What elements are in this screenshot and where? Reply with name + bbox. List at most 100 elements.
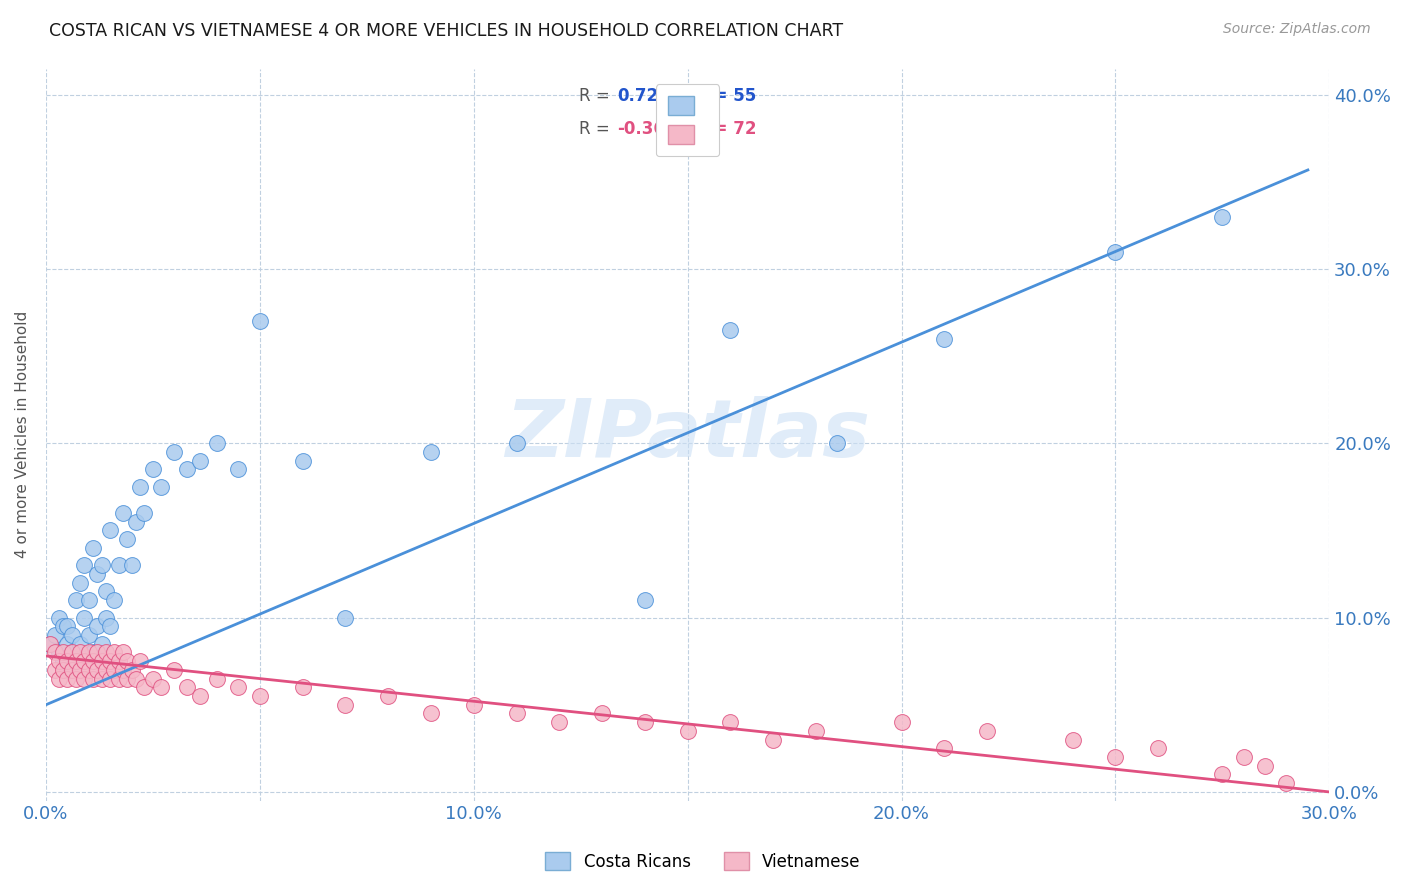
Point (94, 645, 117, 659)
Point (505, 706, 527, 721)
Point (77, 628, 100, 642)
Text: Source: ZipAtlas.com: Source: ZipAtlas.com (1223, 22, 1371, 37)
Point (718, 323, 741, 337)
Point (188, 453, 211, 467)
Point (77, 593, 100, 607)
Point (94, 584, 117, 599)
Point (121, 558, 143, 573)
Point (94, 610, 117, 624)
Point (44, 663, 66, 677)
Point (90, 654, 112, 668)
Point (73, 558, 96, 573)
Point (1147, 741, 1170, 756)
Point (98, 654, 121, 668)
Point (44, 628, 66, 642)
Point (98, 672, 121, 686)
Point (48, 654, 70, 668)
Text: N = 72: N = 72 (695, 120, 756, 137)
Point (107, 558, 129, 573)
Point (1233, 750, 1256, 764)
Point (548, 715, 571, 730)
Point (98, 524, 121, 538)
Point (48, 610, 70, 624)
Text: R =: R = (578, 87, 609, 105)
Point (56, 663, 79, 677)
Point (827, 436, 849, 450)
Point (90, 637, 112, 651)
Point (1104, 244, 1126, 259)
Point (1211, 767, 1233, 781)
Point (335, 698, 357, 712)
Point (82, 654, 104, 668)
Point (111, 663, 134, 677)
Point (60, 645, 83, 659)
Text: R =: R = (578, 120, 609, 137)
Point (205, 436, 228, 450)
Point (134, 681, 156, 695)
Point (634, 715, 657, 730)
Point (86, 619, 108, 633)
Point (1104, 750, 1126, 764)
Point (60, 663, 83, 677)
Point (976, 723, 998, 738)
Text: N = 55: N = 55 (695, 87, 756, 105)
Point (718, 715, 741, 730)
Point (505, 436, 527, 450)
Point (228, 462, 250, 476)
Point (890, 715, 912, 730)
Point (1211, 210, 1233, 224)
Point (804, 723, 827, 738)
Point (188, 689, 211, 703)
Point (90, 558, 112, 573)
Point (82, 672, 104, 686)
Point (60, 628, 83, 642)
Point (60, 645, 83, 659)
Point (249, 314, 271, 328)
Point (111, 506, 134, 520)
Point (86, 663, 108, 677)
Point (52, 663, 75, 677)
Point (52, 645, 75, 659)
Point (56, 654, 79, 668)
Point (69, 575, 91, 590)
Point (52, 619, 75, 633)
Point (103, 663, 125, 677)
Point (163, 445, 186, 459)
Point (291, 453, 314, 467)
Point (934, 741, 956, 756)
Point (634, 593, 657, 607)
Point (117, 672, 139, 686)
Point (103, 593, 125, 607)
Point (377, 689, 399, 703)
Point (934, 332, 956, 346)
Point (335, 610, 357, 624)
Point (56, 619, 79, 633)
Point (150, 681, 173, 695)
Point (176, 681, 198, 695)
Point (56, 637, 79, 651)
Legend: , : , (657, 84, 720, 156)
Point (117, 654, 139, 668)
Point (125, 672, 148, 686)
Point (69, 663, 91, 677)
Point (73, 672, 96, 686)
Point (129, 480, 152, 494)
Point (420, 706, 443, 721)
Point (65, 672, 87, 686)
Point (420, 445, 443, 459)
Text: ZIPatlas: ZIPatlas (505, 395, 870, 474)
Point (82, 541, 104, 555)
Point (65, 654, 87, 668)
Point (73, 610, 96, 624)
Point (125, 515, 148, 529)
Point (1062, 732, 1084, 747)
Point (291, 681, 314, 695)
Point (142, 672, 165, 686)
Point (121, 663, 143, 677)
Point (591, 706, 613, 721)
Point (52, 654, 75, 668)
Point (90, 672, 112, 686)
Text: COSTA RICAN VS VIETNAMESE 4 OR MORE VEHICLES IN HOUSEHOLD CORRELATION CHART: COSTA RICAN VS VIETNAMESE 4 OR MORE VEHI… (49, 22, 844, 40)
Point (176, 462, 198, 476)
Point (676, 723, 699, 738)
